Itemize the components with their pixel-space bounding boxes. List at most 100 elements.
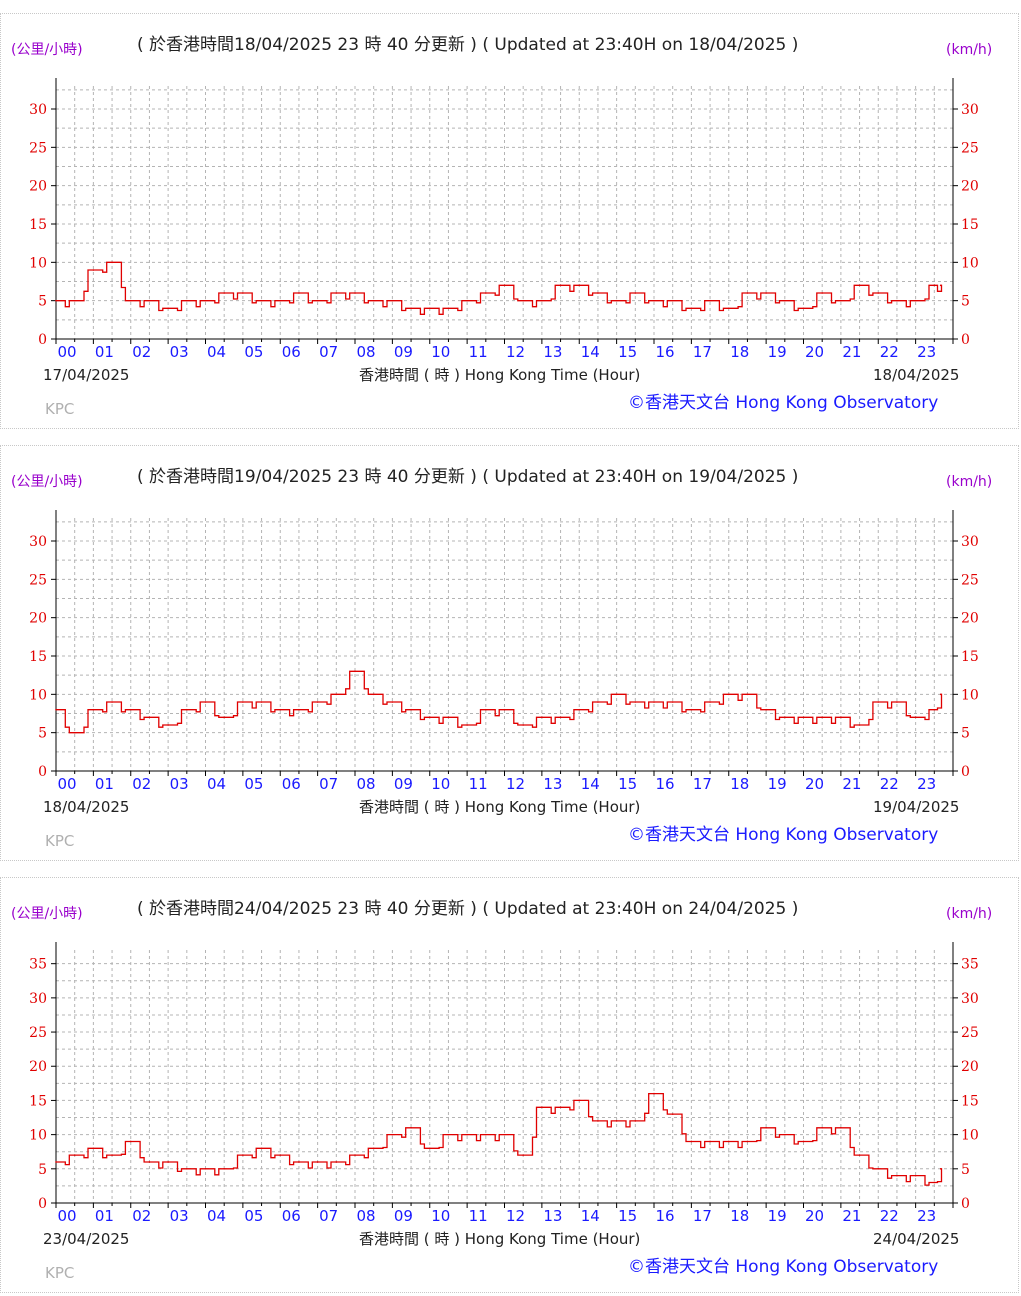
- wind-speed-point: [896, 1174, 898, 1177]
- x-tick-label: 01: [95, 1207, 114, 1225]
- x-tick-label: 21: [842, 775, 861, 793]
- wind-speed-point: [55, 299, 57, 302]
- x-tick-label: 10: [431, 1207, 450, 1225]
- y-tick-label-left: 30: [29, 991, 47, 1007]
- wind-speed-point: [111, 261, 113, 264]
- y-tick-label-left: 35: [29, 957, 47, 973]
- wind-speed-point: [204, 1168, 207, 1170]
- wind-speed-point: [877, 1168, 880, 1170]
- wind-speed-point: [522, 299, 524, 302]
- x-tick-label: 23: [917, 775, 936, 793]
- wind-speed-point: [186, 708, 188, 711]
- wind-speed-point: [914, 299, 917, 302]
- wind-speed-point: [615, 693, 618, 696]
- wind-speed-point: [148, 299, 151, 302]
- credit-link[interactable]: ©香港天文台 Hong Kong Observatory: [628, 393, 938, 413]
- y-tick-label-right: 0: [961, 764, 970, 780]
- x-tick-label: 04: [207, 1207, 226, 1225]
- x-tick-label: 09: [394, 343, 413, 361]
- x-tick-label: 06: [282, 1207, 301, 1225]
- wind-speed-point: [242, 1154, 244, 1156]
- credit-link[interactable]: ©香港天文台 Hong Kong Observatory: [628, 1257, 938, 1277]
- y-tick-label-left: 30: [29, 534, 47, 550]
- date-left: 18/04/2025: [43, 798, 129, 816]
- wind-speed-point: [671, 701, 674, 703]
- wind-speed-point: [765, 1126, 767, 1129]
- wind-speed-point: [447, 307, 450, 310]
- x-tick-label: 02: [132, 775, 151, 793]
- x-tick-label: 20: [805, 1207, 824, 1225]
- wind-speed-point: [933, 1181, 936, 1184]
- wind-chart-panel-1: (公里/小時) ( 於香港時間18/04/2025 23 時 40 分更新 ) …: [0, 13, 1019, 429]
- wind-speed-point: [765, 708, 767, 711]
- wind-speed-point: [709, 701, 711, 703]
- wind-speed-point: [279, 299, 282, 302]
- x-tick-label: 09: [394, 775, 413, 793]
- credit-link[interactable]: ©香港天文台 Hong Kong Observatory: [628, 825, 938, 845]
- y-tick-label-right: 5: [961, 1162, 970, 1178]
- station-code: KPC: [45, 400, 74, 418]
- x-tick-label: 00: [57, 343, 76, 361]
- y-tick-label-right: 30: [961, 534, 979, 550]
- wind-speed-point: [709, 1140, 711, 1143]
- wind-speed-point: [223, 716, 225, 719]
- wind-speed-point: [223, 292, 225, 294]
- wind-speed-point: [802, 716, 805, 719]
- wind-speed-point: [746, 693, 749, 696]
- x-tick-label: 09: [394, 1207, 413, 1225]
- y-tick-label-right: 5: [961, 294, 970, 310]
- wind-speed-point: [597, 1120, 599, 1122]
- x-tick-label: 22: [880, 775, 899, 793]
- wind-speed-point: [485, 1133, 487, 1136]
- x-tick-label: 10: [431, 775, 450, 793]
- wind-speed-point: [316, 299, 319, 302]
- wind-speed-point: [316, 1161, 319, 1163]
- wind-speed-point: [391, 1133, 394, 1136]
- x-tick-label: 22: [880, 1207, 899, 1225]
- x-tick-label: 14: [581, 775, 600, 793]
- x-tick-label: 18: [730, 343, 749, 361]
- y-tick-label-right: 0: [961, 332, 970, 348]
- wind-speed-point: [896, 701, 898, 703]
- wind-speed-point: [391, 299, 394, 302]
- wind-speed-point: [541, 1106, 543, 1109]
- x-tick-label: 22: [880, 343, 899, 361]
- x-tick-label: 23: [917, 343, 936, 361]
- x-tick-label: 02: [132, 1207, 151, 1225]
- unit-right: (km/h): [946, 906, 992, 922]
- y-tick-label-left: 0: [38, 332, 47, 348]
- y-tick-label-left: 25: [29, 140, 47, 156]
- y-tick-label-right: 10: [961, 687, 979, 703]
- x-tick-label: 20: [805, 775, 824, 793]
- wind-speed-point: [92, 1147, 95, 1150]
- y-tick-label-right: 15: [961, 1093, 979, 1109]
- wind-speed-point: [727, 1140, 730, 1143]
- unit-left: (公里/小時): [11, 42, 83, 58]
- x-tick-label: 01: [95, 343, 114, 361]
- x-tick-label: 11: [469, 1207, 488, 1225]
- wind-speed-point: [242, 292, 244, 294]
- y-tick-label-right: 20: [961, 179, 979, 195]
- x-tick-label: 04: [207, 343, 226, 361]
- y-tick-label-left: 15: [29, 217, 47, 233]
- wind-speed-point: [671, 299, 674, 302]
- y-tick-label-left: 20: [29, 179, 47, 195]
- x-tick-label: 05: [244, 775, 263, 793]
- wind-speed-point: [503, 708, 506, 711]
- wind-speed-point: [55, 1161, 57, 1163]
- x-tick-label: 16: [655, 343, 674, 361]
- x-tick-label: 06: [282, 343, 301, 361]
- wind-speed-point: [242, 701, 244, 703]
- x-axis-label: 香港時間 ( 時 ) Hong Kong Time (Hour): [359, 1230, 640, 1248]
- wind-speed-point: [840, 299, 842, 302]
- x-tick-label: 13: [543, 1207, 562, 1225]
- wind-chart-1: (公里/小時) ( 於香港時間18/04/2025 23 時 40 分更新 ) …: [11, 35, 992, 418]
- wind-speed-point: [335, 292, 338, 294]
- wind-speed-point: [578, 1099, 581, 1102]
- wind-speed-point: [709, 299, 711, 302]
- wind-speed-point: [186, 299, 188, 302]
- x-tick-label: 00: [57, 775, 76, 793]
- wind-speed-point: [653, 701, 655, 703]
- wind-speed-point: [821, 1126, 823, 1129]
- wind-speed-point: [634, 701, 637, 703]
